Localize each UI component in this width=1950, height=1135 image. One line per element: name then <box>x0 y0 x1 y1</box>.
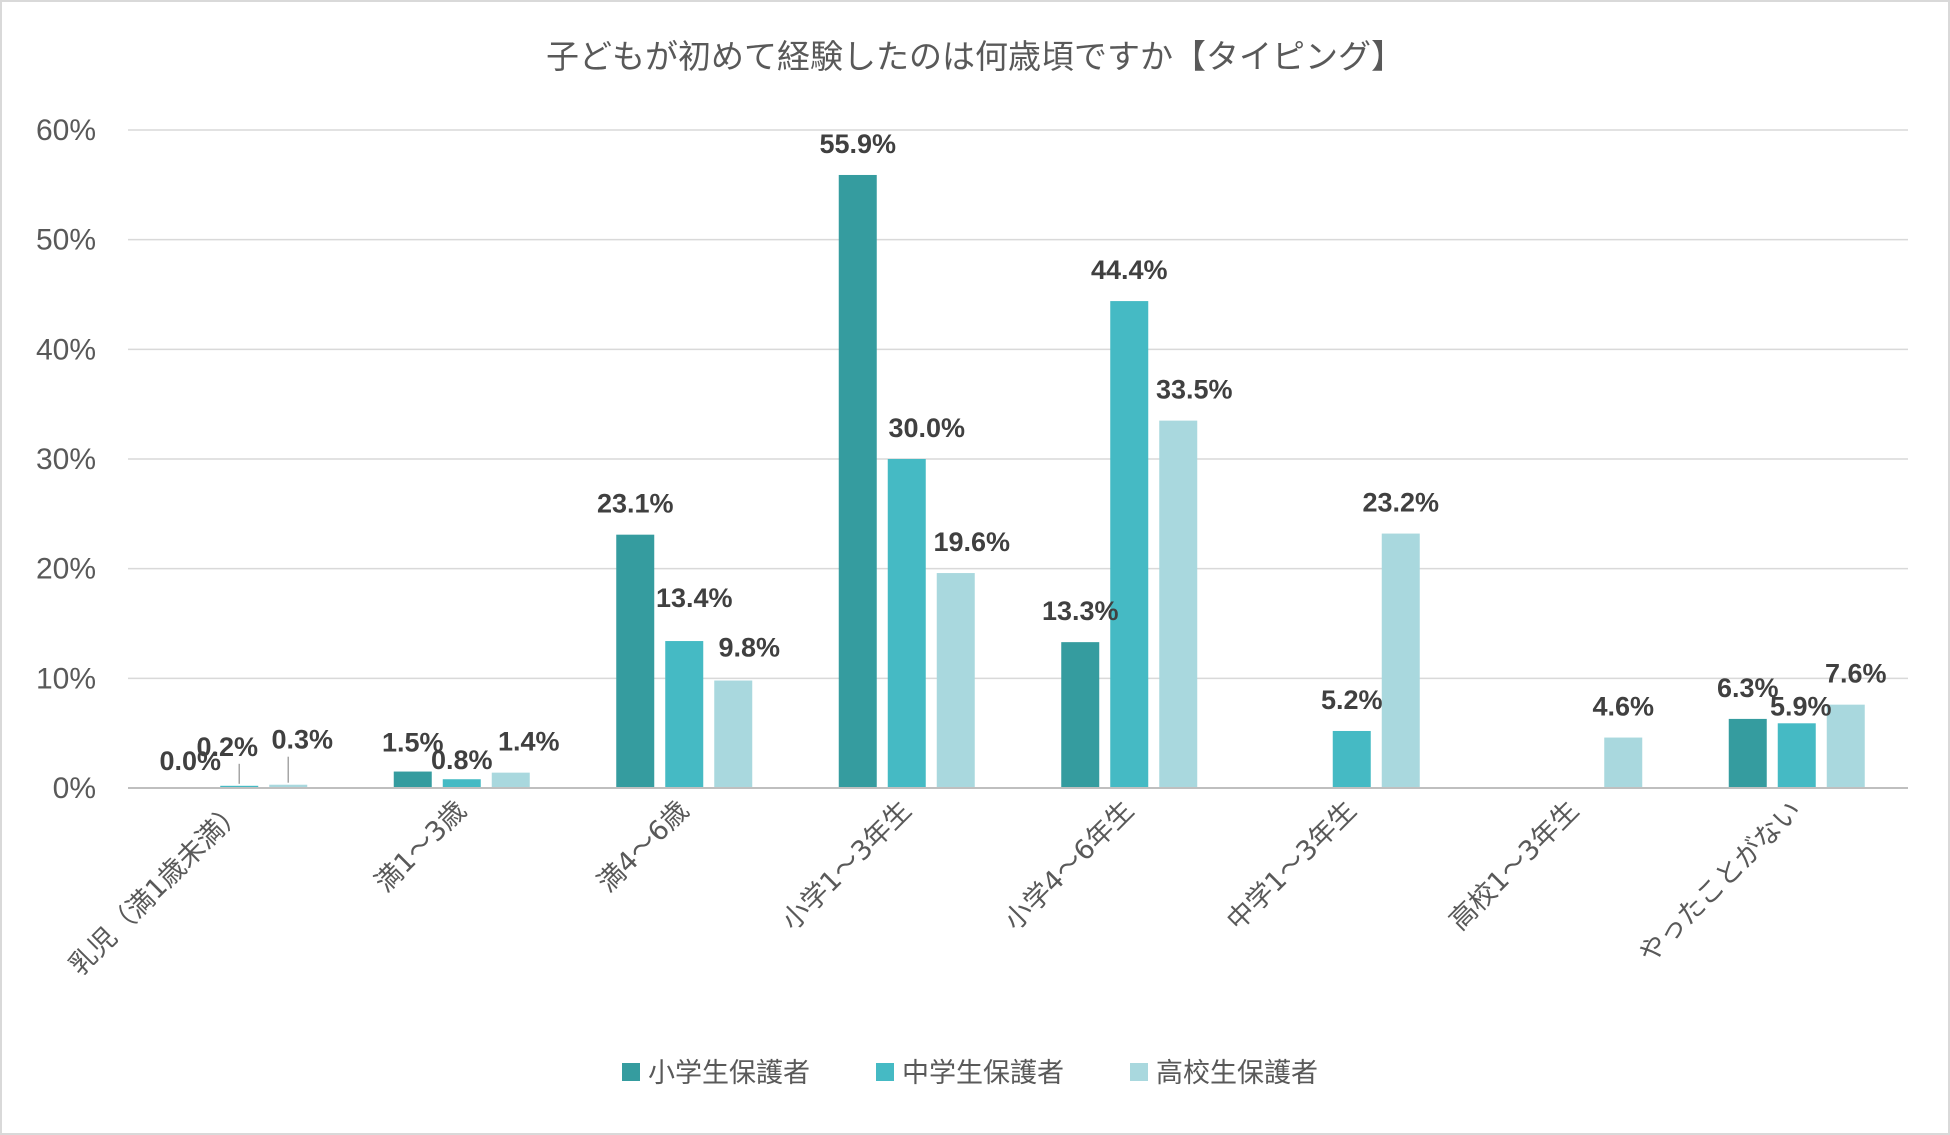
data-label: 44.4% <box>1091 255 1168 285</box>
data-label: 9.8% <box>718 633 780 663</box>
data-label: 7.6% <box>1825 659 1887 689</box>
y-tick-label: 20% <box>36 553 96 586</box>
data-label: 5.9% <box>1770 691 1832 721</box>
data-labels: 0.0%0.2% 0.3% 1.5%0.8%1.4% 23.1% 13.4% 9.8% 55… <box>159 129 1886 776</box>
data-label: 13.4% <box>656 583 733 613</box>
data-label: 0.2% <box>196 732 258 762</box>
legend-label: 中学生保護者 <box>902 1058 1064 1089</box>
data-label: 1.5% <box>382 728 444 758</box>
y-tick-label: 0% <box>53 772 96 805</box>
bar-1-5 <box>1061 642 1100 788</box>
bar-2-8 <box>1777 723 1816 788</box>
data-label: 0.8% <box>431 745 493 775</box>
legend-label: 高校生保護者 <box>1156 1058 1318 1089</box>
legend-swatch <box>876 1063 894 1081</box>
data-label: 4.6% <box>1592 692 1654 722</box>
legend-swatch <box>622 1063 640 1081</box>
bar-3-7 <box>1604 737 1643 788</box>
data-label: 23.2% <box>1362 488 1439 518</box>
data-label: 0.3% <box>271 725 333 755</box>
bar-2-5 <box>1110 301 1149 788</box>
x-category-label: 中学1～3年生 <box>1221 795 1363 937</box>
y-axis-tick-labels: 0% 10% 20% 30% 40% 50% 60% <box>36 114 96 805</box>
data-label: 23.1% <box>597 489 674 519</box>
chart-title: 子どもが初めて経験したのは何歳頃ですか【タイピング】 <box>546 37 1404 76</box>
bar-2-6 <box>1332 730 1371 788</box>
x-category-label: 高校1～3年生 <box>1444 795 1586 937</box>
bar-3-5 <box>1159 420 1198 788</box>
bars <box>220 174 1865 789</box>
bar-2-2 <box>442 779 481 788</box>
legend-swatch <box>1130 1063 1148 1081</box>
bar-3-3 <box>714 680 753 788</box>
data-label: 13.3% <box>1042 596 1119 626</box>
bar-3-8 <box>1826 704 1865 788</box>
x-category-label: 満4～6歳 <box>592 795 695 898</box>
data-label: 6.3% <box>1717 673 1779 703</box>
data-label: 5.2% <box>1321 685 1383 715</box>
data-label: 0.0% <box>159 746 221 776</box>
bar-3-4 <box>936 573 975 788</box>
x-category-label: 小学4～6年生 <box>999 795 1141 937</box>
bar-2-1 <box>220 785 259 788</box>
bar-2-3 <box>665 641 704 788</box>
x-category-label: やったことがない <box>1633 795 1808 970</box>
y-tick-label: 40% <box>36 333 96 366</box>
bar-1-4 <box>838 174 877 789</box>
data-label: 19.6% <box>933 527 1010 557</box>
bar-1-8 <box>1728 718 1767 788</box>
bar-1-2 <box>393 771 432 788</box>
y-tick-label: 30% <box>36 443 96 476</box>
bar-3-2 <box>491 772 530 788</box>
x-category-label: 乳児（満1歳未満） <box>63 795 250 982</box>
data-label: 1.4% <box>498 727 560 757</box>
gridlines <box>128 129 1908 680</box>
data-label: 30.0% <box>888 413 965 443</box>
bar-2-4 <box>887 459 926 788</box>
x-category-label: 満1～3歳 <box>369 795 472 898</box>
x-axis-category-labels: 乳児（満1歳未満） 満1～3歳 満4～6歳 小学1～3年生 小学4～6年生 中学1～3年生… <box>63 795 1807 982</box>
bar-1-3 <box>616 534 655 788</box>
x-category-label: 小学1～3年生 <box>776 795 918 937</box>
y-tick-label: 50% <box>36 224 96 257</box>
data-label: 55.9% <box>819 129 896 159</box>
leader-lines <box>238 756 289 784</box>
bar-3-1 <box>269 784 308 788</box>
legend: 小学生保護者 中学生保護者 高校生保護者 <box>622 1058 1318 1089</box>
data-label: 33.5% <box>1156 375 1233 405</box>
y-tick-label: 60% <box>36 114 96 147</box>
legend-label: 小学生保護者 <box>648 1058 810 1089</box>
y-tick-label: 10% <box>36 662 96 695</box>
bar-3-6 <box>1381 533 1420 788</box>
